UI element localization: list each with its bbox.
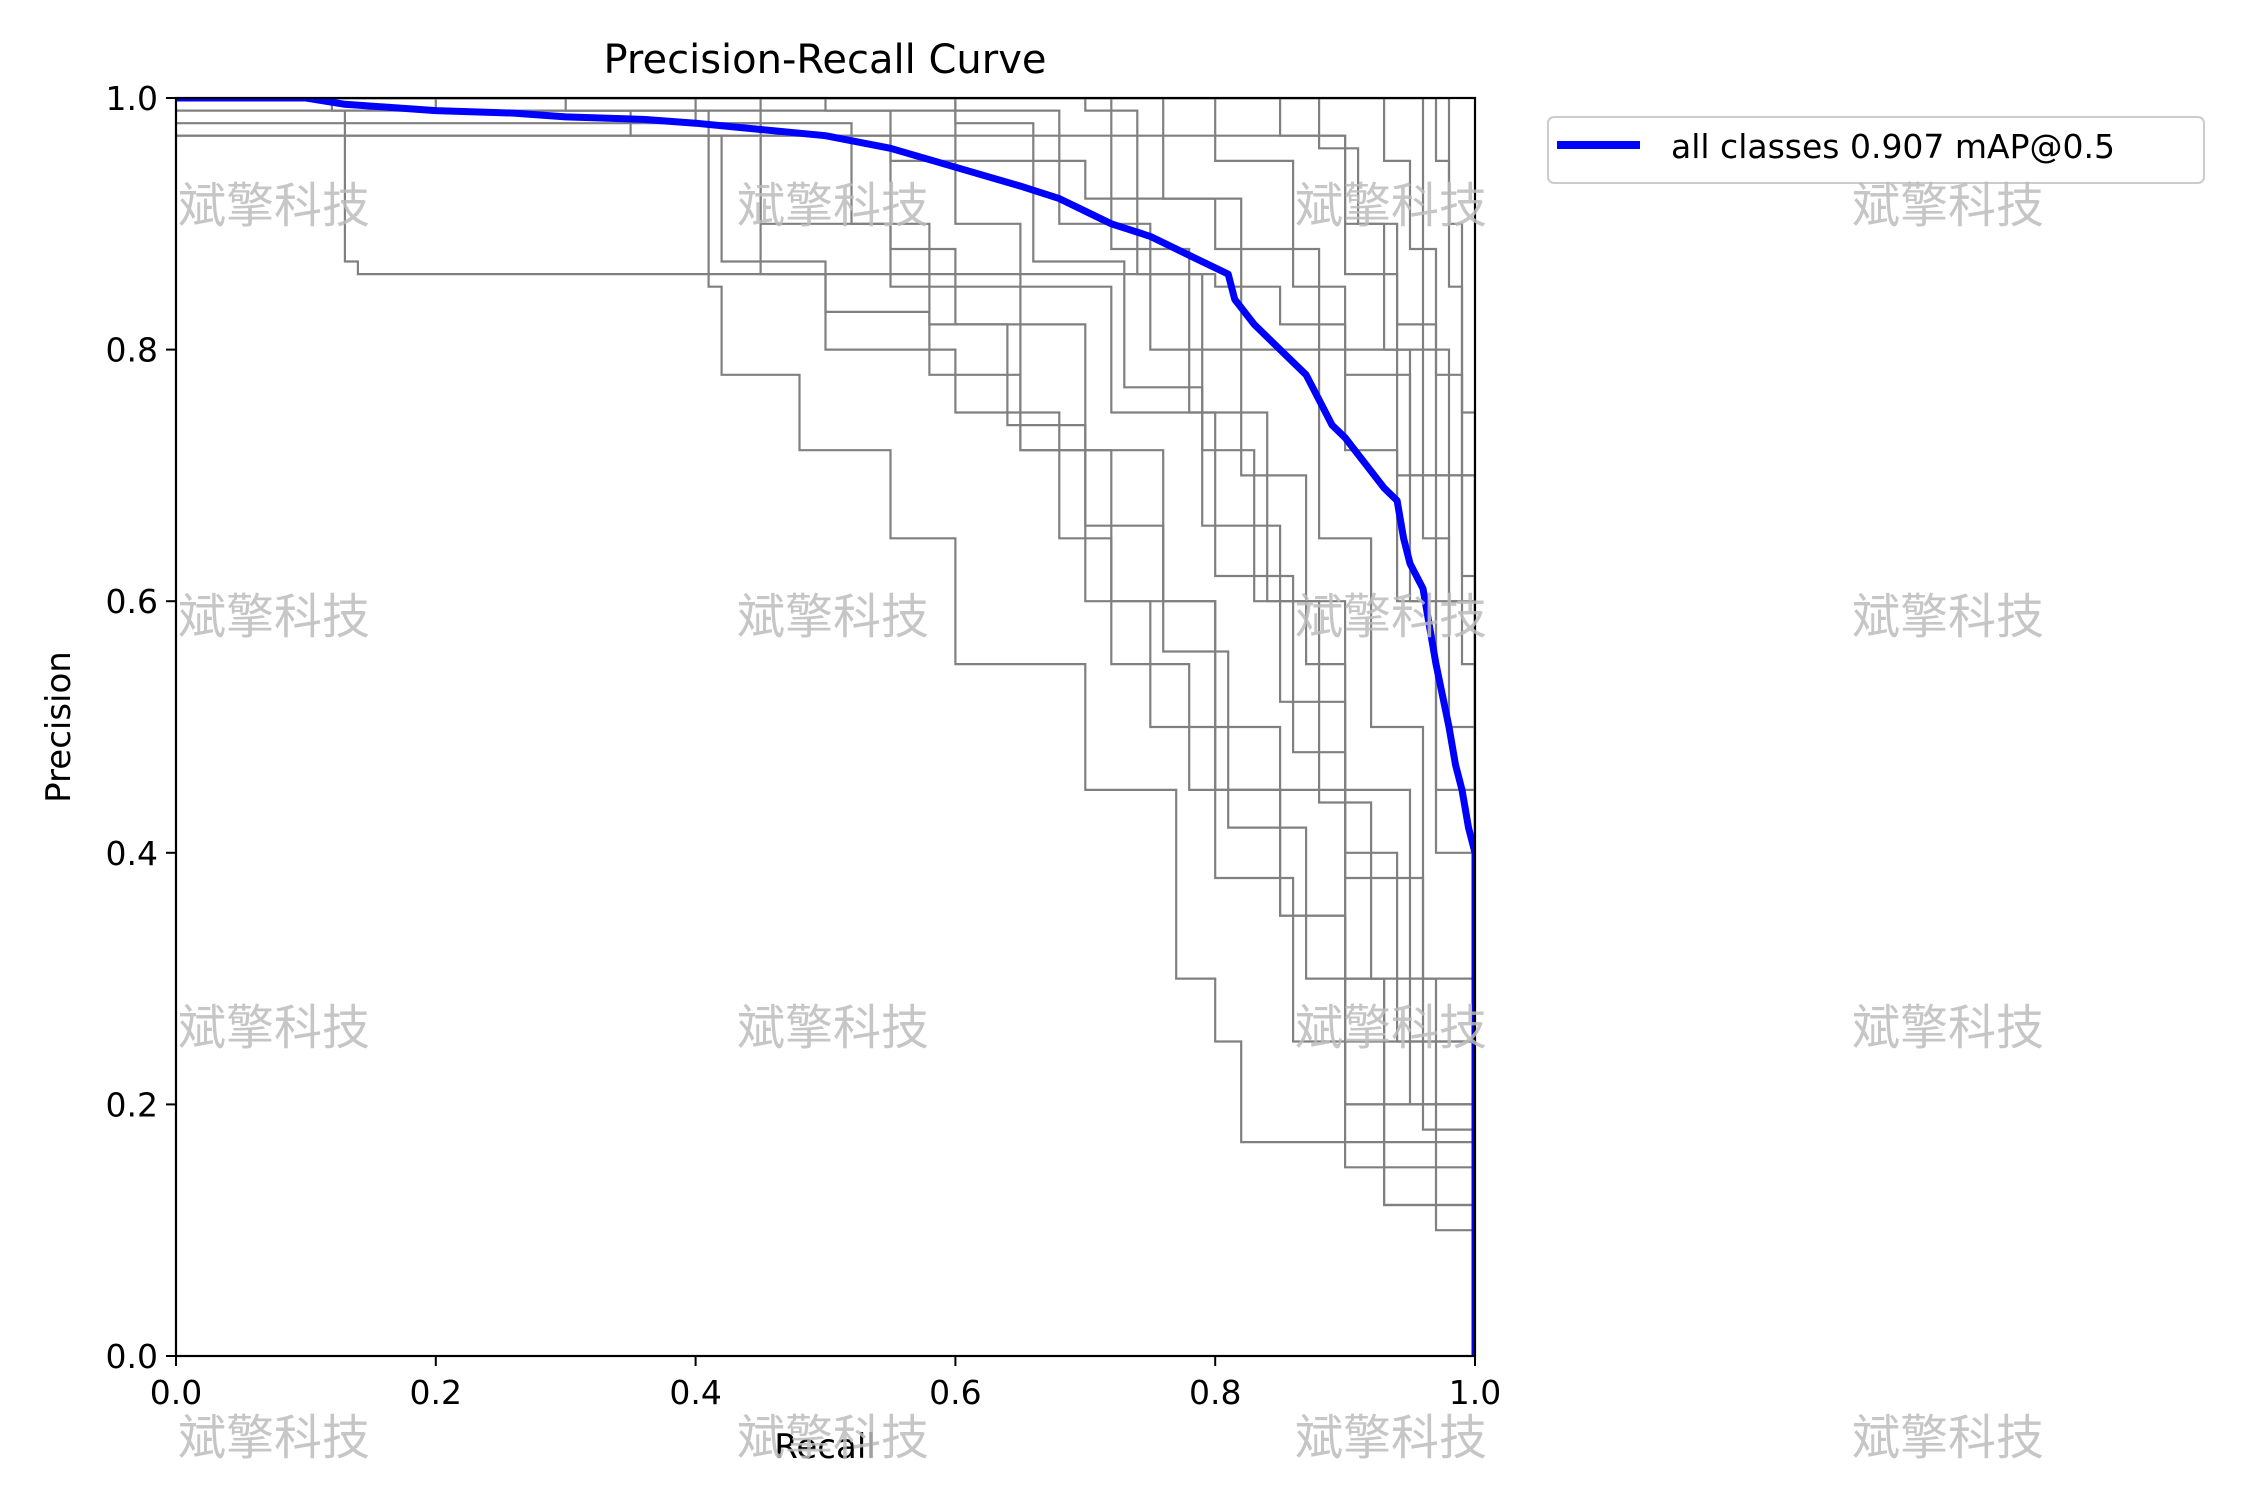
y-tick-label: 0.8 [106,331,158,370]
class-curve-line [176,134,1475,1356]
all-classes-curve-line [176,98,1475,1356]
class-curve-line [176,98,1475,1356]
class-curve-line [176,98,1475,1356]
chart-title: Precision-Recall Curve [604,37,1047,83]
watermark-text: 斌擎科技 [1295,1000,1487,1056]
y-axis-ticks: 0.0 0.2 0.4 0.6 0.8 1.0 [106,79,176,1376]
watermark-text: 斌擎科技 [1852,178,2044,234]
y-tick-label: 0.0 [106,1337,158,1376]
x-tick-label: 1.0 [1449,1373,1501,1412]
watermark-text: 斌擎科技 [1295,178,1487,234]
y-tick-label: 1.0 [106,79,158,118]
class-curve-line [176,98,1475,1356]
watermark-text: 斌擎科技 [178,589,370,645]
class-curve-line [176,98,1475,1356]
watermark-text: 斌擎科技 [1852,1000,2044,1056]
watermark-text: 斌擎科技 [737,1410,929,1466]
y-tick-label: 0.6 [106,582,158,621]
watermark-layer: 斌擎科技 斌擎科技 斌擎科技 斌擎科技 斌擎科技 斌擎科技 斌擎科技 斌擎科技 … [178,178,2044,1466]
class-curve-line [176,98,1475,1356]
x-tick-label: 0.4 [669,1373,721,1412]
x-axis-ticks: 0.0 0.2 0.4 0.6 0.8 1.0 [150,1356,1501,1412]
legend-box [1547,116,2205,184]
watermark-text: 斌擎科技 [1852,1410,2044,1466]
class-curve-line [176,98,1475,1356]
x-axis-label: Recall [774,1427,875,1467]
class-curve-line [176,109,1475,1356]
x-tick-label: 0.6 [929,1373,981,1412]
watermark-text: 斌擎科技 [737,178,929,234]
watermark-text: 斌擎科技 [1852,589,2044,645]
y-axis-label: Precision [39,651,79,803]
main-curve-group [176,98,1475,1356]
class-curve-line [176,98,1475,1356]
legend-label: all classes 0.907 mAP@0.5 [1671,127,2115,166]
class-curve-line [176,98,1475,1356]
x-tick-label: 0.8 [1189,1373,1241,1412]
x-tick-label: 0.2 [410,1373,462,1412]
class-curve-line [176,98,1475,1356]
watermark-text: 斌擎科技 [178,178,370,234]
y-tick-label: 0.2 [106,1085,158,1124]
watermark-text: 斌擎科技 [178,1410,370,1466]
plot-frame [174,96,1477,1358]
watermark-text: 斌擎科技 [178,1000,370,1056]
watermark-text: 斌擎科技 [1295,589,1487,645]
y-tick-label: 0.4 [106,834,158,873]
watermark-text: 斌擎科技 [737,1000,929,1056]
x-tick-label: 0.0 [150,1373,202,1412]
watermark-text: 斌擎科技 [1295,1410,1487,1466]
watermark-text: 斌擎科技 [737,589,929,645]
legend: all classes 0.907 mAP@0.5 [1547,116,2205,184]
